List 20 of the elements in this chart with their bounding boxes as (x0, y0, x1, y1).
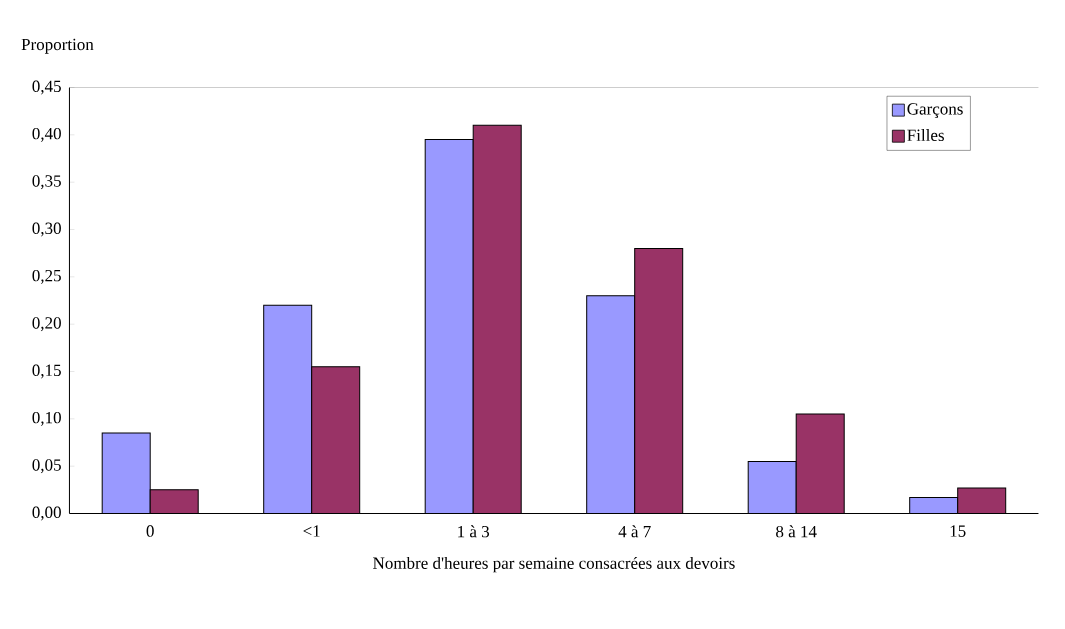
y-tick-label: 0,30 (32, 222, 61, 237)
y-tick-label: 0,40 (32, 127, 61, 142)
y-tick-label: 0,00 (32, 506, 61, 521)
y-tick-label: 0,35 (32, 175, 61, 190)
x-tick-label: 4 à 7 (618, 525, 651, 538)
y-tick-label: 0,15 (32, 364, 61, 379)
y-tick-label: 0,20 (32, 317, 61, 332)
legend-label: Garçons (907, 103, 963, 119)
x-axis-title: Nombre d'heures par semaine consacrées aux devoirs (373, 556, 735, 573)
y-tick-label: 0,10 (32, 411, 61, 426)
legend-label: Filles (907, 129, 944, 141)
y-tick-label: 0,25 (32, 269, 61, 284)
y-axis-title: Proportion (21, 38, 94, 54)
y-tick-label: 0,05 (32, 459, 61, 474)
y-tick-label: 0,45 (32, 80, 61, 95)
x-tick-label: 8 à 14 (776, 525, 817, 538)
x-tick-label: 15 (950, 525, 966, 537)
x-tick-label: 1 à 3 (458, 525, 490, 538)
x-tick-label: 0 (146, 525, 154, 537)
x-tick-label: <1 (303, 525, 320, 537)
